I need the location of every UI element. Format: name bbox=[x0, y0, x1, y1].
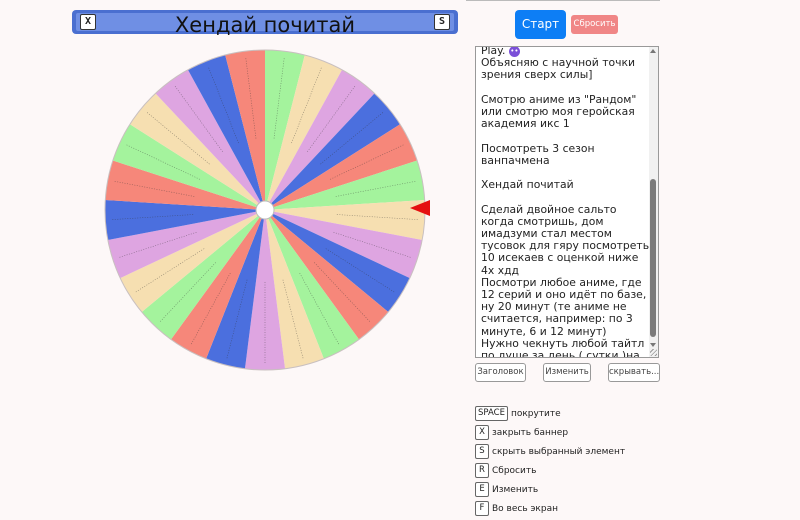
reset-button[interactable]: Сбросить bbox=[571, 15, 618, 34]
segment-label-line bbox=[291, 66, 322, 144]
shortcut-label: скрыть выбранный элемент bbox=[492, 446, 626, 457]
segment-label-line bbox=[146, 111, 210, 165]
wheel-segment bbox=[155, 69, 265, 210]
wheel-segment bbox=[225, 50, 265, 210]
segment-label-line bbox=[299, 272, 340, 346]
key-space: SPACE bbox=[475, 406, 508, 421]
wheel-pointer-icon bbox=[410, 200, 430, 216]
segment-label-line bbox=[320, 111, 384, 165]
segment-label-line bbox=[226, 279, 248, 360]
wheel-segment bbox=[129, 93, 265, 210]
edit-button[interactable]: Изменить bbox=[543, 363, 591, 382]
wheel-segment bbox=[170, 210, 265, 359]
wheel-segment bbox=[265, 210, 360, 359]
wheel-segment bbox=[265, 210, 410, 312]
segment-label-line bbox=[190, 272, 231, 346]
close-banner-button[interactable]: X bbox=[80, 14, 96, 30]
wheel-segment bbox=[265, 210, 324, 369]
resize-grip-icon[interactable] bbox=[650, 349, 657, 356]
wheel-segment bbox=[265, 124, 418, 210]
wheel-segment bbox=[120, 210, 265, 312]
segment-label-line bbox=[336, 214, 419, 220]
segment-label-line bbox=[174, 85, 223, 152]
wheel-segment bbox=[265, 199, 425, 240]
scroll-thumb[interactable] bbox=[650, 179, 656, 337]
segment-label-line bbox=[125, 144, 200, 180]
wheel-segment bbox=[265, 50, 305, 210]
entries-textarea[interactable]: Play. •• Объясняю с научной точки зрения… bbox=[475, 46, 659, 358]
wheel-segment bbox=[265, 69, 375, 210]
key-s: S bbox=[475, 444, 489, 459]
wheel-segment bbox=[265, 93, 401, 210]
key-x: X bbox=[475, 425, 489, 440]
shortcut-space: SPACE покрутите bbox=[475, 403, 561, 421]
segment-label-line bbox=[330, 144, 405, 180]
entries-first-line: Play. bbox=[481, 46, 506, 57]
wheel-segment bbox=[141, 210, 265, 340]
top-divider bbox=[466, 0, 660, 1]
wheel-segment bbox=[112, 124, 265, 210]
shortcut-label: закрыть баннер bbox=[492, 427, 569, 438]
segment-label-line bbox=[134, 248, 205, 293]
banner-body: Хендай почитай bbox=[76, 13, 454, 37]
scroll-up-arrow-icon[interactable] bbox=[650, 49, 656, 53]
segment-label-line bbox=[325, 248, 396, 293]
segment-label-line bbox=[118, 231, 197, 258]
shortcut-e: E Изменить bbox=[475, 479, 539, 497]
result-banner: Хендай почитай X S bbox=[72, 10, 458, 37]
shortcut-label: Изменить bbox=[492, 484, 539, 495]
segment-label-line bbox=[245, 57, 257, 139]
shortcut-label: покрутите bbox=[510, 408, 561, 419]
shortcut-f: F Во весь экран bbox=[475, 498, 558, 516]
segment-label-line bbox=[159, 262, 216, 323]
title-button[interactable]: Заголовок bbox=[475, 363, 526, 382]
wheel-segment bbox=[206, 210, 265, 369]
banner-title: Хендай почитай bbox=[174, 13, 356, 37]
segment-label-line bbox=[307, 85, 356, 152]
entries-scrollbar[interactable] bbox=[649, 47, 658, 357]
segment-label-line bbox=[111, 214, 194, 220]
spin-wheel[interactable] bbox=[104, 49, 426, 371]
wheel-segment bbox=[265, 160, 425, 210]
segment-label-line bbox=[335, 180, 417, 197]
segment-label-line bbox=[113, 180, 195, 197]
shortcut-label: Во весь экран bbox=[492, 503, 558, 514]
wheel-segment bbox=[105, 160, 265, 210]
play-badge-icon: •• bbox=[508, 46, 520, 57]
wheel-segment bbox=[105, 199, 265, 240]
segment-label-line bbox=[273, 57, 285, 139]
wheel-segment bbox=[265, 55, 343, 210]
key-r: R bbox=[475, 463, 489, 478]
scroll-down-arrow-icon[interactable] bbox=[650, 343, 656, 347]
segment-label-line bbox=[208, 66, 239, 144]
key-e: E bbox=[475, 482, 489, 497]
wheel-hub bbox=[255, 200, 275, 220]
wheel-segment bbox=[265, 210, 423, 279]
entries-content[interactable]: Play. •• Объясняю с научной точки зрения… bbox=[481, 46, 651, 358]
segment-label-line bbox=[314, 262, 371, 323]
key-f: F bbox=[475, 501, 489, 516]
entries-text: Объясняю с научной точки зрения сверх си… bbox=[481, 56, 650, 358]
wheel-segment bbox=[265, 210, 389, 340]
wheel-segments bbox=[105, 50, 425, 371]
hide-selected-button[interactable]: S bbox=[434, 14, 450, 30]
shortcut-label: Сбросить bbox=[492, 465, 537, 476]
shortcut-r: R Сбросить bbox=[475, 460, 537, 478]
segment-label-line bbox=[333, 231, 412, 258]
wheel-segment bbox=[187, 55, 265, 210]
start-button[interactable]: Старт bbox=[515, 10, 566, 39]
segment-label-line bbox=[282, 279, 304, 360]
wheel-segment bbox=[107, 210, 265, 279]
hide-entries-button[interactable]: скрывать... bbox=[608, 363, 660, 382]
